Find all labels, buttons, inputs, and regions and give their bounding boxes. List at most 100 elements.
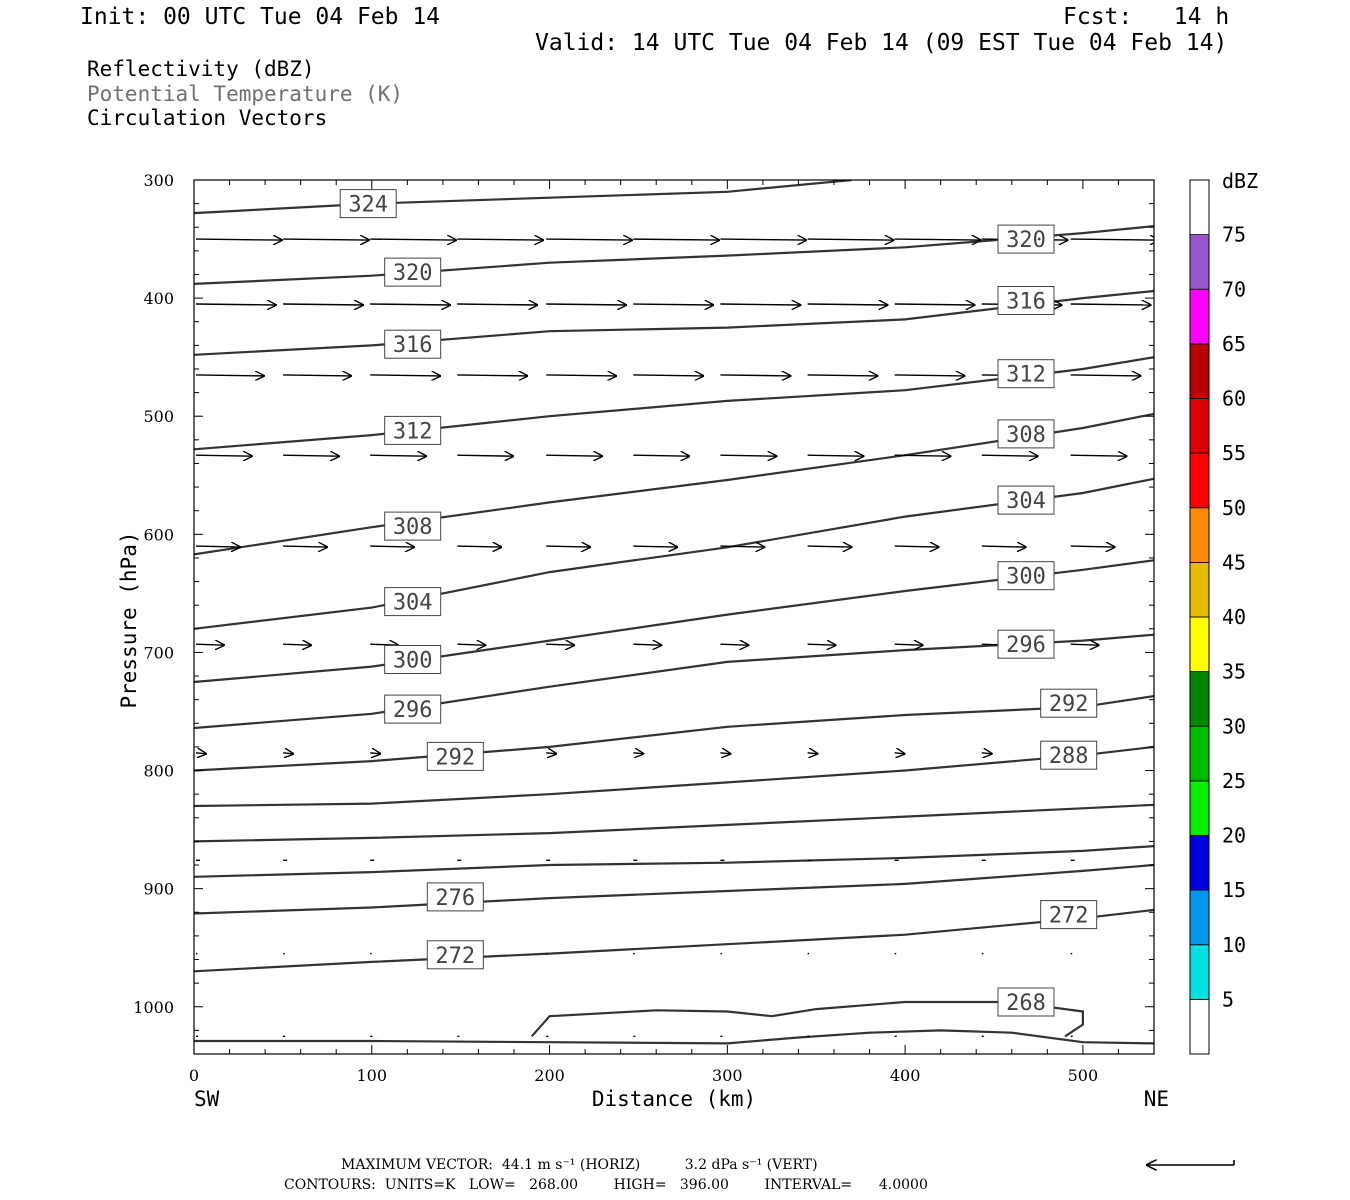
circulation-vector xyxy=(546,753,556,754)
theta-label: 316 xyxy=(393,333,433,358)
x-tick-label: 100 xyxy=(357,1066,388,1085)
theta-label: 296 xyxy=(393,698,433,723)
circulation-vector xyxy=(195,546,240,547)
circulation-vector xyxy=(283,239,369,240)
colorbar-swatch xyxy=(1189,671,1210,727)
circulation-vector xyxy=(981,455,1038,456)
colorbar-tick-label: 40 xyxy=(1222,605,1246,629)
x-tick-label: 0 xyxy=(189,1066,199,1085)
circulation-vector xyxy=(1070,375,1141,376)
theta-label-box xyxy=(997,629,1055,659)
colorbar-tick-label: 30 xyxy=(1222,714,1246,738)
theta-label: 300 xyxy=(393,649,433,674)
theta-label: 312 xyxy=(393,419,433,444)
circulation-vector xyxy=(283,546,327,547)
theta-label: 288 xyxy=(1049,744,1089,769)
x-axis-label: Distance (km) xyxy=(592,1087,756,1111)
contours-note: CONTOURS: UNITS=K LOW= 268.00 HIGH= 396.… xyxy=(284,1177,928,1193)
circulation-vector xyxy=(195,239,282,240)
theta-label-box xyxy=(426,741,484,771)
colorbar-swatch xyxy=(1189,234,1210,290)
theta-label-box xyxy=(997,286,1055,315)
colorbar-tick-label: 75 xyxy=(1222,223,1246,247)
theta-contour-320 xyxy=(194,225,1154,285)
colorbar-swatch xyxy=(1189,288,1210,345)
colorbar-title: dBZ xyxy=(1222,169,1258,193)
theta-contour-276 xyxy=(194,863,1154,915)
colorbar-frame xyxy=(1189,179,1210,1055)
x-tick-label: 300 xyxy=(712,1066,743,1085)
circulation-vector xyxy=(981,753,992,754)
y-tick-label: 1000 xyxy=(133,998,174,1017)
theta-label: 272 xyxy=(435,944,475,969)
field-potential-temperature: Potential Temperature (K) xyxy=(87,82,404,106)
theta-label: 304 xyxy=(393,591,433,616)
circulation-vector xyxy=(546,455,602,456)
circulation-vector xyxy=(633,753,643,754)
y-axis-label: Pressure (hPa) xyxy=(117,531,141,708)
theta-label: 268 xyxy=(1006,991,1046,1016)
theta-label: 312 xyxy=(1006,363,1046,388)
circulation-vector xyxy=(633,546,677,547)
circulation-vector xyxy=(894,455,951,456)
colorbar-swatch xyxy=(1189,562,1210,618)
colorbar-tick-label: 45 xyxy=(1222,550,1246,574)
field-circulation-vectors: Circulation Vectors xyxy=(87,106,328,130)
circulation-vector xyxy=(546,375,616,376)
init-time: Init: 00 UTC Tue 04 Feb 14 xyxy=(80,4,441,30)
circulation-vector xyxy=(546,644,574,645)
theta-label-box xyxy=(384,645,442,674)
circulation-vector xyxy=(807,304,888,305)
circulation-vector xyxy=(546,239,632,240)
theta-contour-308 xyxy=(194,412,1154,556)
circulation-vector xyxy=(1070,546,1115,547)
theta-label: 300 xyxy=(1006,565,1046,590)
theta-contour-268 xyxy=(530,1000,1084,1038)
field-reflectivity: Reflectivity (dBZ) xyxy=(87,57,315,81)
circulation-vector xyxy=(894,644,923,645)
theta-label-box xyxy=(997,485,1055,515)
theta-label: 292 xyxy=(1049,692,1089,717)
circulation-vector xyxy=(720,455,776,456)
y-tick-label: 800 xyxy=(143,762,174,781)
x-tick-label: 400 xyxy=(890,1066,921,1085)
circulation-vector xyxy=(370,753,380,754)
circulation-vector xyxy=(894,239,981,240)
theta-contour-280 xyxy=(194,845,1154,878)
circulation-vector xyxy=(195,375,264,376)
theta-label-box xyxy=(384,511,442,541)
theta-label-box xyxy=(384,329,442,359)
theta-label-box xyxy=(384,257,442,287)
x-tick-label: 500 xyxy=(1068,1066,1099,1085)
circulation-vector xyxy=(457,644,485,645)
circulation-vector xyxy=(370,375,440,376)
theta-label-box xyxy=(997,419,1055,449)
circulation-vector xyxy=(457,375,527,376)
circulation-vector xyxy=(283,644,311,645)
x-tick-label: 200 xyxy=(534,1066,565,1085)
y-tick-label: 600 xyxy=(143,525,174,544)
colorbar-tick-label: 50 xyxy=(1222,496,1246,520)
valid-time: Valid: 14 UTC Tue 04 Feb 14 (09 EST Tue … xyxy=(535,30,1228,56)
theta-contour-284 xyxy=(194,803,1154,843)
circulation-vector xyxy=(195,455,252,456)
theta-label-box xyxy=(426,882,484,912)
circulation-vector xyxy=(633,239,719,240)
circulation-vector xyxy=(633,455,689,456)
theta-contour-296 xyxy=(194,633,1154,730)
colorbar-swatch xyxy=(1189,999,1210,1055)
circulation-vector xyxy=(195,644,224,645)
theta-label-box xyxy=(339,189,397,219)
circulation-vector xyxy=(457,546,501,547)
circulation-vector xyxy=(633,304,713,305)
circulation-vector xyxy=(370,304,450,305)
theta-label: 308 xyxy=(393,515,433,540)
circulation-vector xyxy=(633,644,661,645)
theta-label: 308 xyxy=(1006,423,1046,448)
theta-contour-312 xyxy=(194,356,1154,451)
theta-contour-304 xyxy=(194,477,1154,630)
theta-label-box xyxy=(1040,740,1098,770)
theta-label: 316 xyxy=(1006,290,1046,315)
circulation-vector xyxy=(1070,304,1151,305)
